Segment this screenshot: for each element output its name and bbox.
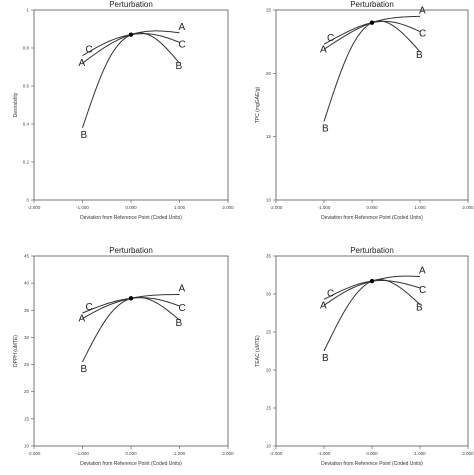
plot-frame (275, 9, 469, 201)
chart-title: Perturbation (350, 0, 394, 9)
x-tick-label: -1.000 (318, 205, 331, 210)
series-label-A-left: A (79, 313, 86, 324)
x-tick-label: -1.000 (76, 451, 89, 456)
y-tick-label: 1 (26, 8, 29, 13)
reference-point-marker (128, 296, 134, 301)
series-label-C-right: C (419, 285, 426, 296)
y-tick-label: 0.2 (23, 160, 30, 165)
y-tick-label: 25 (266, 330, 272, 335)
reference-point-marker (369, 278, 375, 284)
x-tick-label: 1.000 (174, 205, 186, 210)
y-tick-label: 0 (26, 198, 29, 203)
y-tick-label: 10 (266, 198, 272, 203)
y-tick-label: 15 (266, 406, 272, 411)
y-tick-label: 0.8 (23, 46, 30, 51)
x-tick-label: 2.000 (462, 205, 474, 210)
series-label-B-right: B (416, 303, 423, 314)
y-tick-label: 20 (266, 71, 272, 76)
x-tick-label: 1.000 (174, 451, 186, 456)
x-axis-label: Deviation from Reference Point (Coded Un… (80, 215, 182, 221)
y-tick-label: 35 (24, 308, 30, 313)
y-axis-label: Desirability (13, 92, 19, 117)
x-axis-label: Deviation from Reference Point (Coded Un… (80, 461, 182, 467)
x-tick-label: 2.000 (222, 451, 234, 456)
y-axis-label: DPPH (uMTE) (13, 335, 19, 367)
series-label-B-left: B (322, 123, 329, 134)
y-tick-label: 20 (266, 368, 272, 373)
y-tick-label: 40 (24, 281, 30, 286)
series-label-A-right: A (179, 22, 186, 33)
x-tick-label: -2.000 (28, 205, 41, 210)
y-tick-label: 30 (266, 292, 272, 297)
y-tick-label: 10 (24, 444, 30, 449)
y-tick-label: 45 (24, 254, 30, 259)
series-label-C-left: C (327, 33, 334, 44)
series-line-C (323, 279, 421, 300)
series-label-B-right: B (416, 50, 423, 61)
chart-panel-2: Perturbation -2.000 -1.000 0.000 1.000 2.000 1… (255, 0, 474, 221)
series-label-A-left: A (320, 300, 327, 311)
x-tick-label: 0.000 (125, 205, 137, 210)
x-tick-label: 0.000 (366, 451, 378, 456)
x-tick-label: -2.000 (28, 451, 41, 456)
series-label-C-left: C (327, 288, 334, 299)
series-label-B-left: B (81, 364, 88, 375)
series-label-B-right: B (176, 61, 183, 72)
plot-frame (33, 9, 229, 201)
series-label-B-left: B (322, 353, 329, 364)
x-axis-label: Deviation from Reference Point (Coded Un… (321, 461, 423, 467)
x-tick-label: -1.000 (318, 451, 331, 456)
chart-title: Perturbation (350, 246, 394, 255)
series-label-B-left: B (81, 130, 88, 141)
x-tick-label: 1.000 (414, 451, 426, 456)
y-tick-label: 20 (24, 389, 30, 394)
y-tick-label: 25 (24, 362, 30, 367)
series-label-C-right: C (179, 303, 186, 314)
reference-point-marker (128, 32, 134, 37)
y-tick-label: 15 (266, 134, 272, 139)
chart-panel-3: Perturbation -2.000 -1.000 0.000 1.000 2.000 1… (13, 246, 234, 467)
chart-title: Perturbation (109, 246, 153, 255)
x-tick-label: 2.000 (222, 205, 234, 210)
series-label-C-left: C (86, 45, 93, 56)
series-label-C-left: C (86, 302, 93, 313)
reference-point-marker (369, 20, 375, 25)
series-label-A-left: A (79, 58, 86, 69)
series-label-A-right: A (419, 5, 426, 16)
y-tick-label: 0.6 (23, 84, 30, 89)
x-axis-label: Deviation from Reference Point (Coded Un… (321, 215, 423, 221)
y-tick-label: 30 (24, 335, 30, 340)
x-tick-label: 1.000 (414, 205, 426, 210)
series-label-A-right: A (179, 284, 186, 295)
series-label-A-left: A (320, 44, 327, 55)
series-label-A-right: A (419, 266, 426, 277)
plot-frame (275, 255, 469, 447)
y-tick-label: 0.4 (23, 122, 30, 127)
chart-panel-1: Perturbation -2.000 -1.000 0.000 1.000 2.000 0… (13, 0, 234, 221)
x-tick-label: 0.000 (366, 205, 378, 210)
x-tick-label: 2.000 (462, 451, 474, 456)
x-tick-label: 0.000 (125, 451, 137, 456)
series-label-C-right: C (179, 39, 186, 50)
x-tick-label: -2.000 (270, 205, 283, 210)
y-tick-label: 25 (266, 8, 272, 13)
chart-title: Perturbation (109, 0, 153, 9)
series-label-C-right: C (419, 29, 426, 40)
x-tick-label: -2.000 (270, 451, 283, 456)
chart-panel-4: Perturbation -2.000 -1.000 0.000 1.000 2.000 1… (255, 246, 474, 467)
x-tick-label: -1.000 (76, 205, 89, 210)
y-axis-label: TEAC (uMTE) (255, 335, 261, 367)
series-line-B (323, 279, 421, 352)
y-tick-label: 15 (24, 416, 30, 421)
plot-frame (33, 255, 229, 447)
y-tick-label: 10 (266, 444, 272, 449)
y-axis-label: TPC (mgGAE/g) (255, 86, 261, 123)
series-label-B-right: B (176, 318, 183, 329)
y-tick-label: 35 (266, 254, 272, 259)
